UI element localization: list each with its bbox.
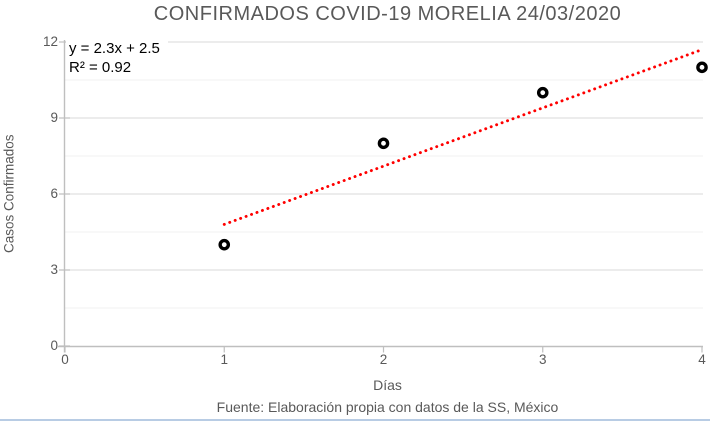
y-tick-label: 12 (42, 34, 58, 49)
data-point (218, 238, 231, 251)
data-point (536, 86, 549, 99)
trendline-annotation: y = 2.3x + 2.5 R² = 0.92 (66, 38, 168, 79)
data-point (696, 61, 708, 74)
x-tick-label: 0 (61, 352, 69, 367)
trendline (222, 48, 702, 226)
x-tick-label: 2 (379, 352, 388, 367)
x-axis-title: Días (373, 377, 402, 393)
x-tick-label: 4 (698, 352, 706, 367)
bottom-border-line (0, 419, 710, 421)
x-tick-label: 3 (538, 352, 547, 367)
y-axis-title: Casos Confirmados (1, 134, 17, 254)
y-tick-label: 0 (50, 338, 58, 353)
chart-title: CONFIRMADOS COVID-19 MORELIA 24/03/2020 (153, 3, 622, 25)
x-tick-label: 1 (220, 352, 228, 367)
y-tick-label: 9 (50, 110, 58, 125)
data-point (377, 137, 390, 150)
trendline-equation: y = 2.3x + 2.5 (69, 40, 160, 57)
chart-source-footer: Fuente: Elaboración propia con datos de … (216, 399, 559, 415)
y-tick-label: 6 (50, 186, 58, 201)
y-tick-label: 3 (50, 262, 58, 277)
trendline-r-squared: R² = 0.92 (69, 59, 132, 76)
